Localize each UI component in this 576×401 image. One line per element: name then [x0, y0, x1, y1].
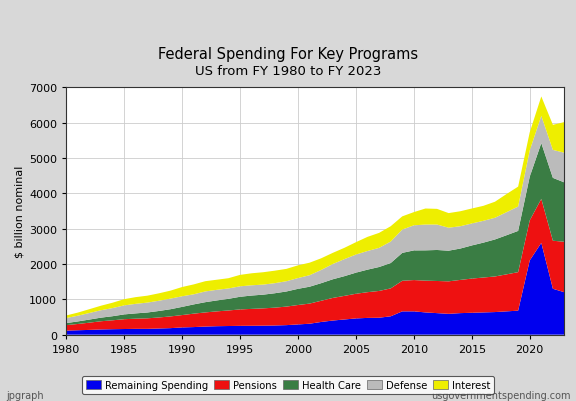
Y-axis label: $ billion nominal: $ billion nominal	[15, 166, 25, 257]
Legend: Remaining Spending, Pensions, Health Care, Defense, Interest: Remaining Spending, Pensions, Health Car…	[82, 376, 494, 394]
Text: Federal Spending For Key Programs: Federal Spending For Key Programs	[158, 47, 418, 62]
Text: US from FY 1980 to FY 2023: US from FY 1980 to FY 2023	[195, 65, 381, 78]
Text: usgovernmentspending.com: usgovernmentspending.com	[431, 390, 570, 400]
Text: jpgraph: jpgraph	[6, 390, 43, 400]
